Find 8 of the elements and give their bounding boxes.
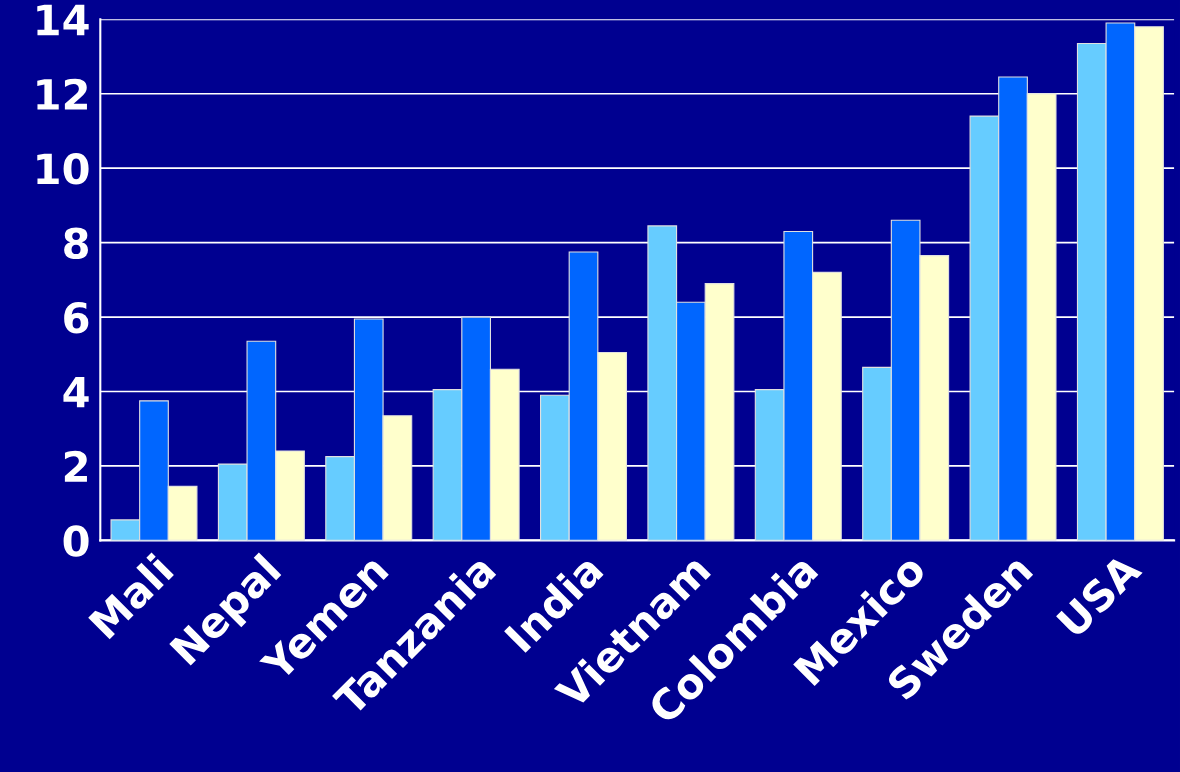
y-tick-label: 12	[37, 78, 87, 110]
y-tick-label: 2	[64, 450, 87, 482]
y-tick-label: 8	[64, 227, 88, 260]
y-tick-label: 6	[64, 302, 89, 334]
y-tick-label: 0	[63, 525, 89, 557]
y-tick-label: 4	[63, 376, 89, 408]
y-tick-label: 10	[37, 153, 89, 185]
y-tick-label: 14	[37, 4, 89, 36]
